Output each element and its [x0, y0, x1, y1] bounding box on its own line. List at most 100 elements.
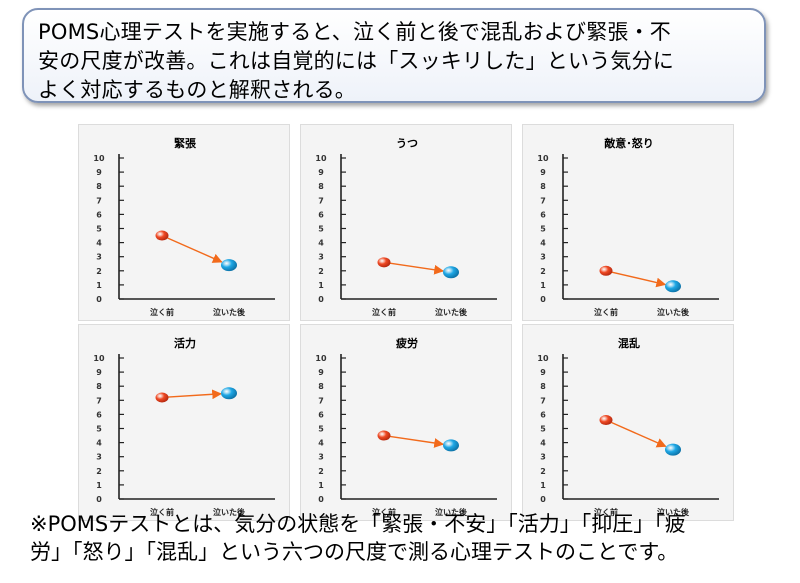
y-tick-label: 2: [540, 267, 546, 276]
y-tick-label: 1: [540, 281, 546, 290]
chart-svg: 疲労 0 1 2 3 4 5 6 7 8 9 10 泣く前 泣いた後: [315, 336, 497, 517]
y-tick-label: 3: [540, 253, 546, 262]
chart-panel-4: 疲労 0 1 2 3 4 5 6 7 8 9 10 泣く前 泣いた後: [300, 324, 512, 521]
y-tick-label: 1: [318, 481, 324, 490]
y-tick-label: 5: [540, 425, 546, 434]
y-tick-label: 9: [96, 368, 102, 377]
y-tick-label: 1: [540, 481, 546, 490]
y-tick-label: 6: [96, 410, 102, 419]
point-before: [155, 392, 169, 403]
y-tick-label: 0: [318, 295, 324, 304]
change-arrow: [389, 435, 445, 448]
chart-svg: 緊張 0 1 2 3 4 5 6 7 8 9 10 泣く前 泣いた後: [93, 137, 275, 317]
y-tick-label: 7: [318, 396, 324, 405]
y-tick-label: 10: [93, 354, 105, 363]
y-tick-label: 3: [96, 253, 102, 262]
y-tick-label: 8: [96, 182, 102, 191]
x-tick-label: 泣く前: [150, 507, 174, 517]
y-tick-label: 6: [318, 410, 324, 419]
x-tick-label: 泣く前: [372, 507, 396, 517]
callout-line-1: POMS心理テストを実施すると、泣く前と後で混乱および緊張・不: [38, 20, 671, 44]
y-tick-label: 6: [540, 210, 546, 219]
chart-title: 敵意･怒り: [604, 136, 654, 150]
chart-panel-3: 活力 0 1 2 3 4 5 6 7 8 9 10 泣く前 泣いた後: [78, 324, 290, 521]
y-tick-label: 8: [540, 382, 546, 391]
x-tick-label: 泣く前: [372, 307, 396, 317]
y-tick-label: 7: [96, 196, 102, 205]
change-arrow: [611, 271, 667, 288]
change-arrow: [389, 262, 445, 275]
y-tick-label: 4: [96, 239, 102, 248]
y-tick-label: 7: [540, 396, 546, 405]
y-tick-label: 7: [96, 396, 102, 405]
chart-panel-2: 敵意･怒り 0 1 2 3 4 5 6 7 8 9 10 泣く前 泣いた後: [522, 124, 734, 321]
chart-panel-5: 混乱 0 1 2 3 4 5 6 7 8 9 10 泣く前 泣いた後: [522, 324, 734, 521]
point-after: [665, 443, 681, 456]
y-tick-label: 10: [315, 154, 327, 163]
y-tick-label: 8: [540, 182, 546, 191]
y-tick-label: 10: [537, 154, 549, 163]
point-before: [599, 415, 613, 426]
point-after: [443, 439, 459, 452]
point-before: [599, 265, 613, 276]
chart-svg: 敵意･怒り 0 1 2 3 4 5 6 7 8 9 10 泣く前 泣いた後: [537, 136, 719, 317]
footnote-line-1: ※POMSテストとは、気分の状態を「緊張・不安」「活力」「抑圧」「疲: [30, 512, 686, 536]
y-tick-label: 3: [540, 453, 546, 462]
y-tick-label: 9: [540, 368, 546, 377]
chart-svg: 混乱 0 1 2 3 4 5 6 7 8 9 10 泣く前 泣いた後: [537, 336, 719, 517]
y-tick-label: 8: [96, 382, 102, 391]
change-arrow: [167, 237, 223, 263]
y-tick-label: 5: [540, 225, 546, 234]
y-tick-label: 4: [540, 239, 546, 248]
y-tick-label: 2: [96, 467, 102, 476]
change-arrow: [167, 389, 222, 400]
chart-svg: 活力 0 1 2 3 4 5 6 7 8 9 10 泣く前 泣いた後: [93, 336, 275, 517]
y-tick-label: 5: [96, 225, 102, 234]
y-tick-label: 5: [96, 425, 102, 434]
y-tick-label: 4: [540, 439, 546, 448]
y-tick-label: 5: [318, 425, 324, 434]
y-tick-label: 0: [96, 495, 102, 504]
y-tick-label: 3: [318, 253, 324, 262]
y-tick-label: 7: [318, 196, 324, 205]
y-tick-label: 8: [318, 382, 324, 391]
y-tick-label: 1: [96, 481, 102, 490]
y-tick-label: 6: [318, 210, 324, 219]
x-tick-label: 泣く前: [150, 307, 174, 317]
y-tick-label: 3: [318, 453, 324, 462]
x-tick-label: 泣いた後: [213, 507, 246, 517]
x-tick-label: 泣く前: [594, 507, 618, 517]
chart-panel-1: うつ 0 1 2 3 4 5 6 7 8 9 10 泣く前 泣いた後: [300, 124, 512, 321]
chart-title: 混乱: [618, 336, 640, 350]
y-tick-label: 2: [318, 467, 324, 476]
point-after: [443, 266, 459, 279]
poms-footnote: ※POMSテストとは、気分の状態を「緊張・不安」「活力」「抑圧」「疲 労」「怒り…: [30, 510, 790, 566]
chart-title: 疲労: [396, 336, 418, 350]
y-tick-label: 5: [318, 225, 324, 234]
y-tick-label: 10: [315, 354, 327, 363]
chart-panel-0: 緊張 0 1 2 3 4 5 6 7 8 9 10 泣く前 泣いた後: [78, 124, 290, 321]
y-tick-label: 9: [318, 368, 324, 377]
x-tick-label: 泣いた後: [435, 507, 468, 517]
chart-title: 活力: [174, 336, 196, 350]
x-tick-label: 泣いた後: [435, 307, 468, 317]
y-tick-label: 0: [318, 495, 324, 504]
y-tick-label: 9: [96, 168, 102, 177]
y-tick-label: 10: [537, 354, 549, 363]
callout-line-2: 安の尺度が改善。これは自覚的には「スッキリした」という気分に: [38, 49, 674, 73]
y-tick-label: 0: [540, 495, 546, 504]
chart-title: 緊張: [174, 137, 197, 150]
y-tick-label: 4: [318, 239, 324, 248]
y-tick-label: 4: [96, 439, 102, 448]
y-tick-label: 3: [96, 453, 102, 462]
y-tick-label: 6: [96, 210, 102, 219]
y-tick-label: 2: [96, 267, 102, 276]
point-before: [155, 230, 169, 241]
chart-title: うつ: [396, 137, 418, 150]
change-arrow: [611, 421, 667, 448]
footnote-line-2: 労」「怒り」「混乱」という六つの尺度で測る心理テストのことです。: [30, 540, 679, 564]
y-tick-label: 9: [318, 168, 324, 177]
y-tick-label: 1: [318, 281, 324, 290]
y-tick-label: 10: [93, 154, 105, 163]
y-tick-label: 8: [318, 182, 324, 191]
